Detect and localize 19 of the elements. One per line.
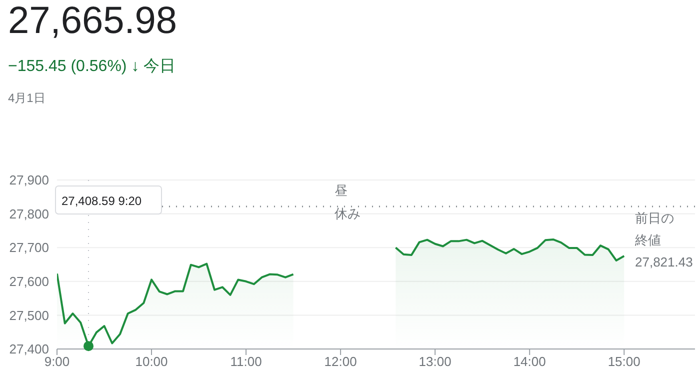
y-tick-label: 27,900: [9, 172, 49, 188]
ref-line-label: 前日の終値27,821.43: [634, 210, 693, 270]
annotation: 昼休み: [334, 183, 361, 221]
chart-title: 27,665.98: [8, 0, 178, 43]
x-tick-label: 10:00: [135, 354, 168, 370]
x-tick-label: 15:00: [608, 354, 640, 370]
y-tick-label: 27,800: [9, 206, 49, 222]
x-tick-label: 14:00: [513, 354, 546, 370]
x-tick-label: 11:00: [230, 354, 262, 370]
y-tick-label: 27,500: [9, 308, 49, 323]
y-tick-label: 27,600: [9, 274, 49, 290]
x-tick-label: 13:00: [418, 354, 452, 370]
x-tick-label: 9:00: [44, 354, 70, 370]
x-tick-label: 12:00: [324, 354, 357, 370]
y-tick-label: 27,400: [9, 342, 49, 357]
text: 4月1日: [8, 90, 46, 107]
chart-subtitle: −155.45 (0.56%) ↓ 今日: [8, 57, 176, 77]
annotation: 27,408.59 9:20: [62, 194, 142, 208]
y-tick-label: 27,700: [9, 240, 49, 256]
